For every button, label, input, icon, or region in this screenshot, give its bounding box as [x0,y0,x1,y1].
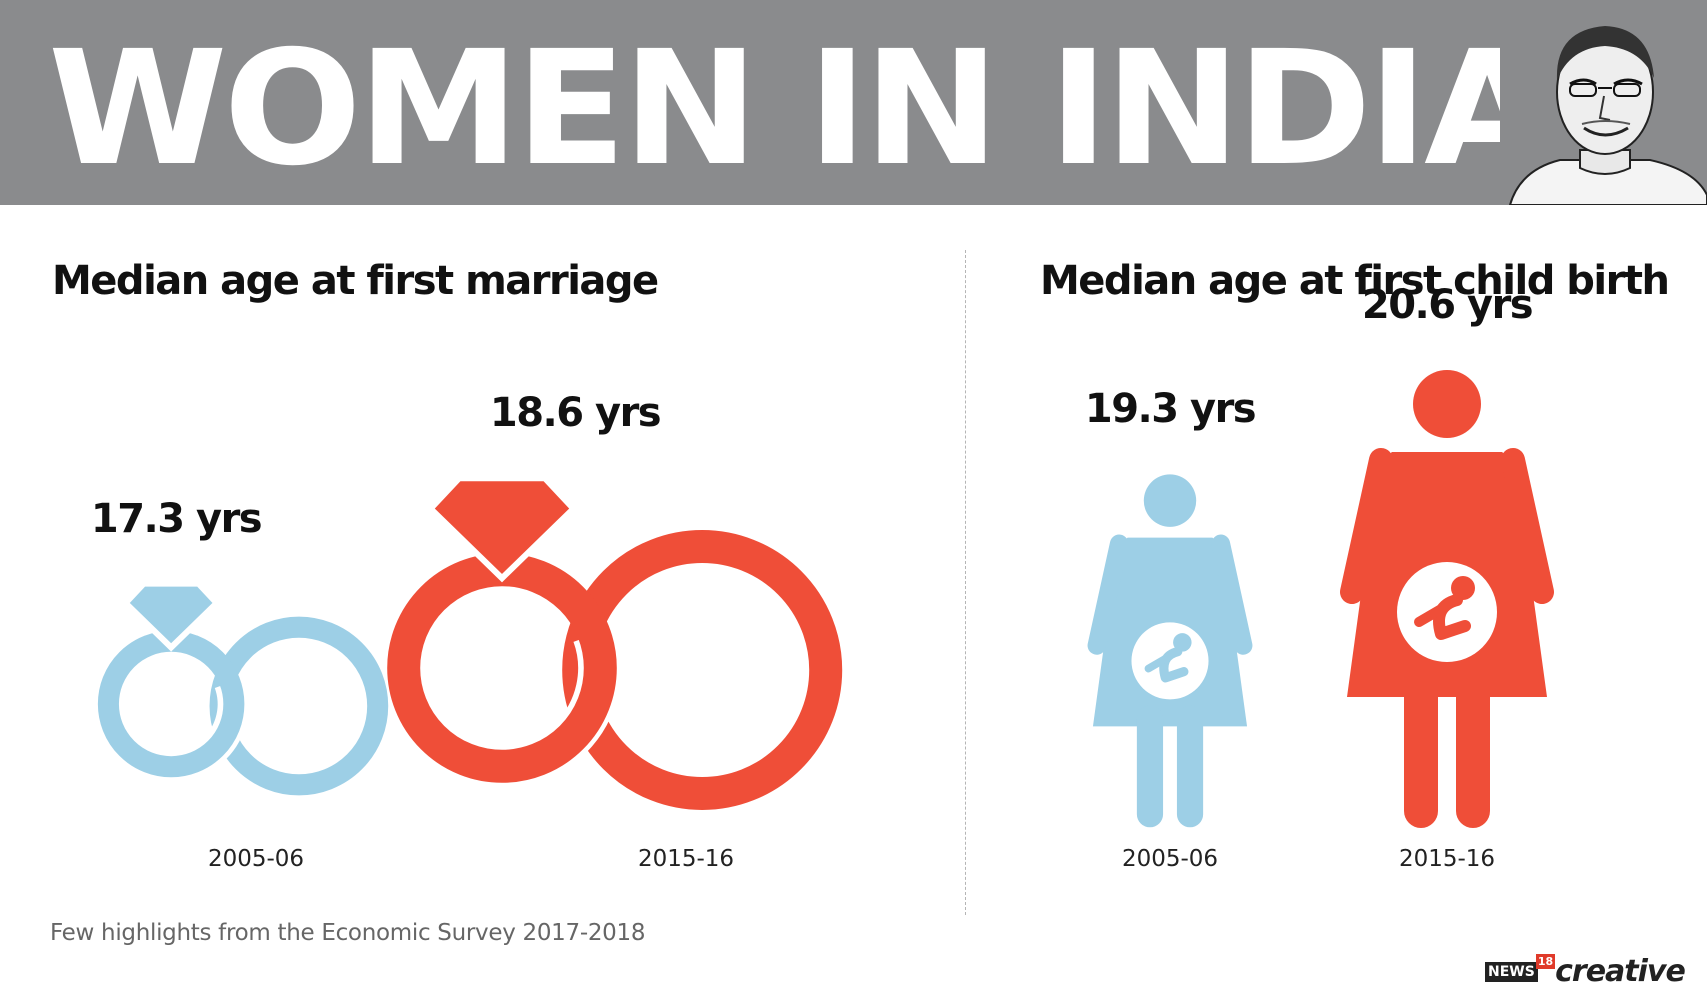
marriage-chart-title: Median age at first marriage [52,258,659,304]
section-divider [965,250,966,915]
childbirth-year-2005-06: 2005-06 [1121,846,1219,872]
brand-news: NEWS [1485,961,1538,982]
footnote: Few highlights from the Economic Survey … [50,920,646,946]
header-banner: WOMEN IN INDIA [0,0,1707,205]
marriage-pictograph [92,475,843,810]
brand-number: 18 [1535,954,1556,969]
pregnant-woman-2005-06 [1087,474,1253,828]
page-title: WOMEN IN INDIA [48,17,1550,201]
childbirth-pictograph [1087,370,1554,828]
marriage-year-2005-06: 2005-06 [207,846,305,872]
childbirth-chart-title: Median age at first child birth [1040,258,1670,304]
brand-logo: NEWS18creative [1485,954,1686,989]
marriage-value-2015-16: 18.6 yrs [489,390,662,437]
childbirth-value-2015-16: 20.6 yrs [1361,282,1534,328]
diamond-2005-06 [121,580,221,652]
pregnant-woman-2015-16 [1340,370,1554,828]
ring-pair-2015-16 [381,475,843,810]
childbirth-value-2005-06: 19.3 yrs [1084,386,1257,433]
marriage-value-2005-06: 17.3 yrs [90,495,263,542]
childbirth-year-2015-16: 2015-16 [1398,846,1496,872]
portrait-sketch-icon [1500,0,1707,205]
ring-pair-2005-06 [92,580,389,796]
marriage-year-2015-16: 2015-16 [637,846,735,872]
brand-creative: creative [1555,954,1686,989]
diamond-2015-16 [426,475,578,583]
